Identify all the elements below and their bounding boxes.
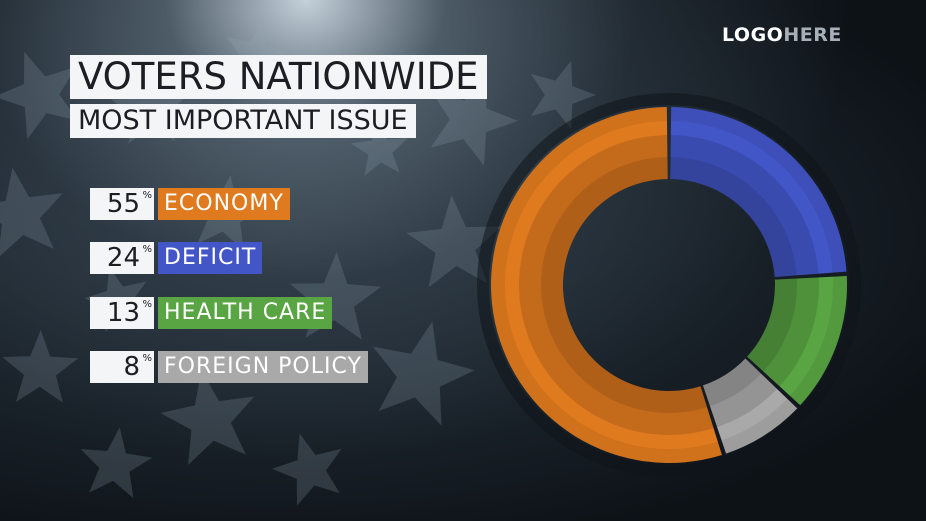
donut-slice-foreign-policy [702, 358, 798, 454]
chart-subtitle: MOST IMPORTANT ISSUE [70, 104, 416, 138]
legend-category-label: DEFICIT [158, 242, 263, 274]
background-star [272, 433, 342, 506]
logo-text-primary: LOGO [722, 24, 784, 46]
donut-slice [491, 107, 722, 463]
legend-value: 13% [90, 297, 154, 329]
background-star [2, 330, 79, 403]
background-star [160, 370, 255, 465]
legend-value-number: 8 [123, 352, 140, 382]
legend-category-label: FOREIGN POLICY [158, 351, 368, 383]
donut-slice-shade [747, 278, 798, 372]
background-star [0, 51, 79, 140]
donut-slice [747, 275, 847, 406]
donut-slice-economy [491, 107, 722, 463]
logo: LOGOHERE [722, 24, 842, 46]
percent-sign: % [142, 244, 152, 255]
background-star [372, 321, 475, 426]
donut-slice-shade [670, 157, 797, 278]
donut-outer-ring [477, 93, 861, 477]
donut-slice-health-care [747, 275, 847, 406]
background-star [350, 120, 408, 176]
donut-slice-deficit [670, 107, 847, 278]
legend-value-number: 24 [106, 243, 140, 273]
donut-slice [702, 358, 798, 454]
donut-slice-shade [670, 135, 819, 276]
percent-sign: % [142, 299, 152, 310]
legend-value-number: 13 [106, 298, 140, 328]
legend-category-label: HEALTH CARE [158, 297, 333, 329]
legend-value: 8% [90, 351, 154, 383]
background-star [530, 60, 596, 130]
legend-category-label: ECONOMY [158, 188, 290, 220]
donut-slice-shade [763, 277, 820, 387]
legend-value-number: 55 [106, 189, 140, 219]
legend-value: 55% [90, 188, 154, 220]
donut-slice-shade [710, 373, 778, 428]
donut-slice-shade [540, 157, 708, 414]
chart-title: VOTERS NATIONWIDE [70, 55, 487, 99]
percent-sign: % [142, 353, 152, 364]
donut-slice-shade [671, 107, 847, 273]
background-star [0, 167, 63, 258]
donut-slice-shade [702, 358, 762, 407]
background-star [80, 427, 153, 499]
donut-slice-shade [721, 398, 798, 454]
logo-text-secondary: HERE [783, 24, 842, 46]
background-star [406, 195, 502, 288]
legend-value: 24% [90, 242, 154, 274]
donut-slice [670, 107, 847, 278]
donut-slice-shade [789, 275, 847, 406]
percent-sign: % [142, 190, 152, 201]
